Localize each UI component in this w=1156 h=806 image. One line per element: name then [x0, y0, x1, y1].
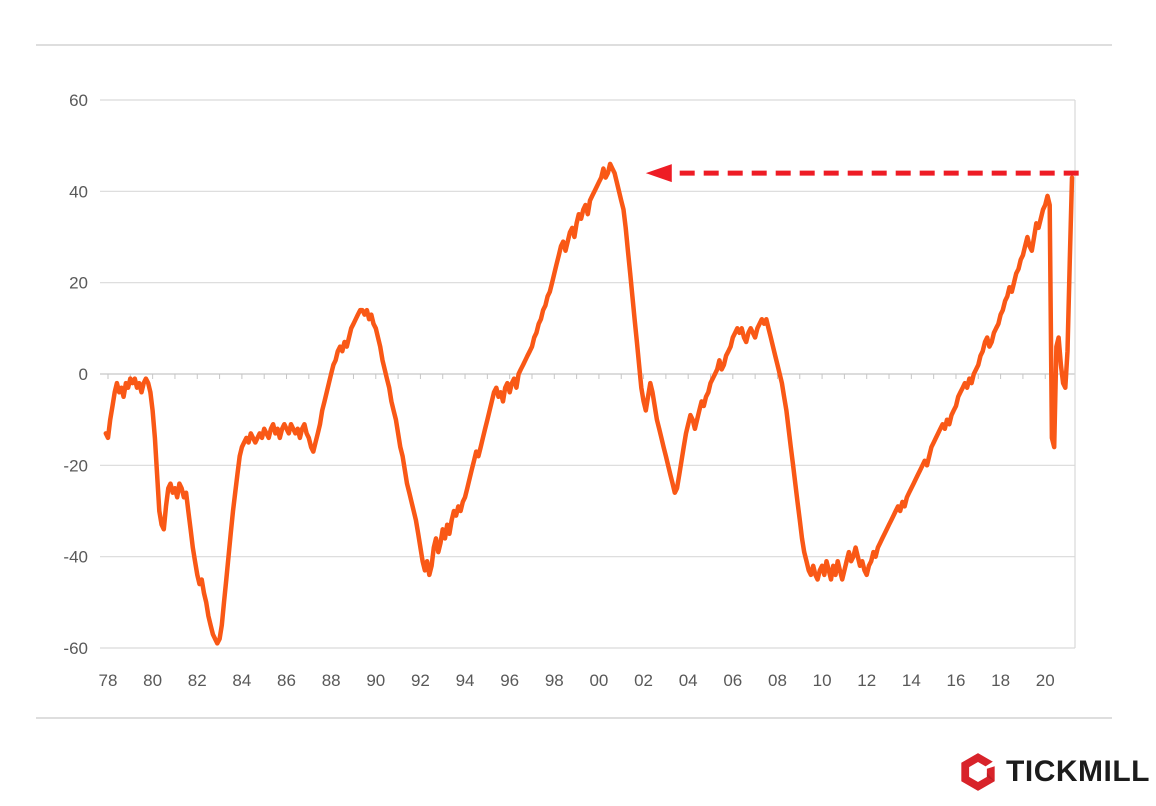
top-divider [36, 44, 1112, 46]
svg-text:90: 90 [366, 671, 385, 690]
svg-text:20: 20 [1036, 671, 1055, 690]
svg-text:60: 60 [69, 91, 88, 110]
svg-text:04: 04 [679, 671, 698, 690]
svg-text:20: 20 [69, 274, 88, 293]
svg-text:-60: -60 [63, 639, 88, 658]
svg-text:16: 16 [947, 671, 966, 690]
svg-text:14: 14 [902, 671, 921, 690]
svg-text:-20: -20 [63, 456, 88, 475]
svg-text:02: 02 [634, 671, 653, 690]
svg-text:00: 00 [589, 671, 608, 690]
svg-text:08: 08 [768, 671, 787, 690]
svg-text:06: 06 [723, 671, 742, 690]
svg-text:84: 84 [232, 671, 251, 690]
svg-text:96: 96 [500, 671, 519, 690]
svg-text:98: 98 [545, 671, 564, 690]
sentiment-line-chart: 60 40 20 0 -20 -40 -60 78 80 82 84 86 88 90 92 94 96 98 00… [63, 91, 1079, 690]
bottom-divider [36, 717, 1112, 719]
svg-text:12: 12 [857, 671, 876, 690]
svg-text:94: 94 [456, 671, 475, 690]
svg-text:0: 0 [79, 365, 88, 384]
svg-text:40: 40 [69, 182, 88, 201]
svg-text:10: 10 [813, 671, 832, 690]
svg-text:18: 18 [991, 671, 1010, 690]
tickmill-logo-text: TICKMILL [1006, 755, 1150, 788]
svg-text:80: 80 [143, 671, 162, 690]
tickmill-logo: TICKMILL [959, 752, 1150, 792]
svg-text:82: 82 [188, 671, 207, 690]
svg-text:86: 86 [277, 671, 296, 690]
svg-text:-40: -40 [63, 548, 88, 567]
svg-text:88: 88 [322, 671, 341, 690]
svg-text:78: 78 [99, 671, 118, 690]
tickmill-logo-icon [961, 753, 998, 791]
svg-text:92: 92 [411, 671, 430, 690]
